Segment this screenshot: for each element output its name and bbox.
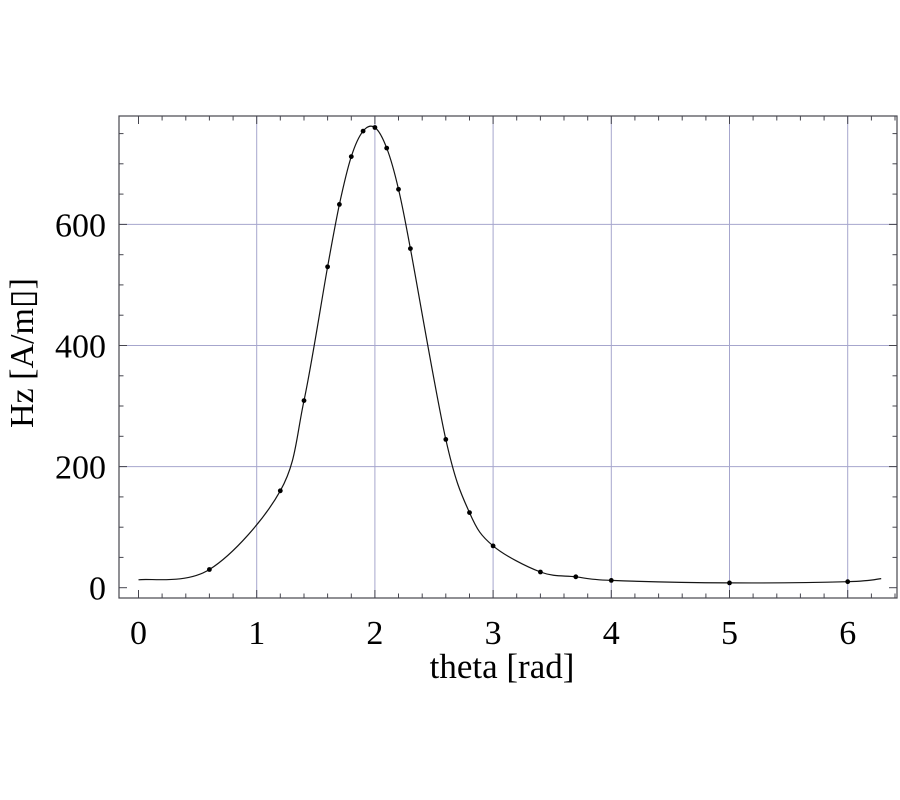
data-point-marker: [325, 264, 330, 270]
data-point-marker: [467, 510, 472, 515]
y-tick-label: 200: [55, 450, 106, 487]
data-point-marker: [372, 125, 378, 130]
data-point-marker: [538, 569, 543, 575]
y-axis-label: Hz [A/m▯]: [4, 278, 41, 428]
x-tick-label: 5: [721, 615, 738, 652]
x-axis-label: theta [rad]: [429, 647, 575, 686]
x-tick-label: 1: [248, 615, 265, 652]
data-point-marker: [845, 579, 851, 585]
data-point-marker: [360, 128, 366, 134]
data-point-marker: [573, 574, 579, 580]
data-point-marker: [727, 580, 732, 586]
data-point-marker: [277, 488, 283, 494]
data-point-marker: [490, 543, 496, 549]
x-tick-label: 0: [130, 615, 147, 652]
data-point-marker: [408, 246, 413, 252]
data-point-marker: [337, 202, 342, 207]
data-point-marker: [301, 398, 307, 403]
y-tick-label: 0: [89, 571, 106, 608]
y-tick-label: 400: [55, 329, 106, 366]
x-tick-label: 4: [603, 615, 620, 652]
y-tick-label: 600: [55, 207, 106, 244]
data-point-marker: [384, 145, 390, 151]
data-curve: [138, 125, 882, 584]
data-point-marker: [443, 437, 449, 442]
x-tick-label: 3: [485, 615, 502, 652]
x-tick-label: 6: [839, 615, 856, 652]
plot-frame: [118, 115, 898, 599]
data-point-marker: [207, 567, 212, 572]
data-point-marker: [348, 154, 354, 160]
data-point-marker: [608, 578, 614, 583]
x-tick-label: 2: [366, 615, 383, 652]
data-point-marker: [396, 186, 401, 192]
